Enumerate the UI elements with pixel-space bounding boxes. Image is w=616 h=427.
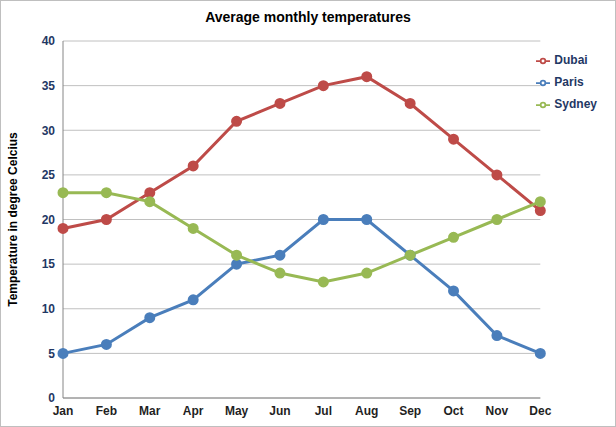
- svg-text:Apr: Apr: [183, 404, 204, 418]
- svg-text:Dec: Dec: [529, 404, 551, 418]
- svg-text:5: 5: [48, 347, 55, 361]
- svg-text:Sep: Sep: [399, 404, 421, 418]
- svg-text:Nov: Nov: [486, 404, 509, 418]
- html-text:Dubai: Dubai: [554, 53, 588, 67]
- svg-text:Feb: Feb: [96, 404, 117, 418]
- svg-text:10: 10: [42, 302, 56, 316]
- svg-text:0: 0: [48, 391, 55, 405]
- svg-text:25: 25: [42, 168, 56, 182]
- svg-text:35: 35: [42, 79, 56, 93]
- svg-text:Jun: Jun: [269, 404, 290, 418]
- html-text:Sydney: Sydney: [554, 97, 597, 111]
- svg-text:May: May: [225, 404, 249, 418]
- svg-text:Temperature in degree Celcius: Temperature in degree Celcius: [8, 132, 20, 307]
- svg-text:Mar: Mar: [139, 404, 161, 418]
- html-text:Paris: Paris: [554, 75, 584, 89]
- svg-text:15: 15: [42, 257, 56, 271]
- svg-text:20: 20: [42, 213, 56, 227]
- svg-text:Jan: Jan: [53, 404, 74, 418]
- svg-text:30: 30: [42, 124, 56, 138]
- svg-text:Jul: Jul: [315, 404, 332, 418]
- html-text:Average monthly temperatures: Average monthly temperatures: [205, 9, 411, 25]
- svg-text:Oct: Oct: [444, 404, 464, 418]
- svg-text:40: 40: [42, 34, 56, 48]
- svg-text:Aug: Aug: [355, 404, 378, 418]
